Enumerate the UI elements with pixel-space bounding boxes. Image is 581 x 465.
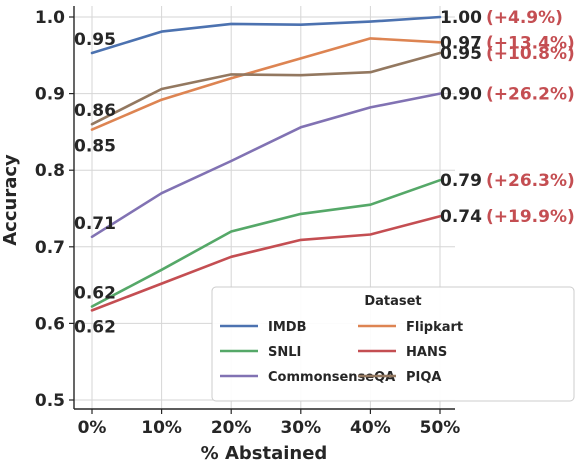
- gain-label-piqa: (+10.8%): [486, 44, 575, 64]
- start-label-imdb: 0.95: [74, 30, 116, 50]
- x-tick-label: 50%: [420, 418, 461, 438]
- end-label-snli: 0.79: [440, 171, 482, 191]
- axes: [73, 6, 455, 410]
- y-tick-label: 0.6: [35, 314, 65, 334]
- legend-label-imdb: IMDB: [268, 320, 306, 335]
- end-label-flipkart: 0.97: [440, 33, 482, 53]
- x-tick-label: 20%: [211, 418, 252, 438]
- y-tick-label: 0.5: [35, 391, 65, 411]
- x-tick-label: 30%: [280, 418, 321, 438]
- x-ticks: 0% 10% 20% 30% 40% 50%: [78, 409, 461, 438]
- end-label-imdb: 1.00: [440, 8, 482, 28]
- series-line-commonsenseqa: [90, 92, 442, 239]
- series-line-snli: [90, 178, 442, 308]
- end-label-hans: 0.74: [440, 207, 482, 227]
- x-tick-label: 10%: [141, 418, 182, 438]
- legend-label-snli: SNLI: [268, 345, 301, 360]
- y-tick-label: 0.8: [35, 161, 65, 181]
- series-line-imdb: [90, 15, 442, 55]
- series-line-piqa: [90, 51, 442, 126]
- start-label-piqa: 0.86: [74, 101, 116, 121]
- legend-title: Dataset: [364, 294, 421, 309]
- x-tick-label: 40%: [350, 418, 391, 438]
- series-line-hans: [90, 214, 442, 312]
- y-tick-label: 0.7: [35, 238, 65, 258]
- end-label-commonsenseqa: 0.90: [440, 85, 482, 105]
- gain-label-commonsenseqa: (+26.2%): [486, 85, 575, 105]
- y-ticks: 0.5 0.6 0.7 0.8 0.9 1.0: [35, 8, 74, 411]
- gain-label-imdb: (+4.9%): [486, 8, 563, 28]
- end-label-piqa: 0.95: [440, 44, 482, 64]
- legend-label-commonsenseqa: CommonsenseQA: [268, 370, 395, 385]
- legend-label-flipkart: Flipkart: [406, 320, 463, 335]
- start-label-commonsenseqa: 0.71: [74, 214, 116, 234]
- series-labels: 0.951.00 (+4.9%)0.850.97 (+13.4%)0.620.79(…: [74, 8, 575, 337]
- y-tick-label: 1.0: [35, 8, 65, 28]
- series-line-flipkart: [90, 37, 442, 131]
- y-tick-label: 0.9: [35, 85, 65, 105]
- legend: Dataset IMDB Flipkart SNLI HANS CommonsenseQA…: [211, 286, 575, 402]
- start-label-snli: 0.62: [74, 284, 116, 304]
- start-label-hans: 0.62: [74, 317, 116, 337]
- legend-label-piqa: PIQA: [406, 370, 441, 385]
- start-label-flipkart: 0.85: [74, 137, 116, 157]
- legend-label-hans: HANS: [406, 345, 447, 360]
- gain-label-flipkart: (+13.4%): [486, 33, 575, 53]
- legend-box: [211, 286, 575, 402]
- series-lines: [90, 15, 442, 312]
- x-tick-label: 0%: [78, 418, 107, 438]
- x-axis-title: % Abstained: [201, 443, 328, 464]
- gain-label-snli: (+26.3%): [486, 171, 575, 191]
- gain-label-hans: (+19.9%): [486, 207, 575, 227]
- y-axis-title: Accuracy: [0, 154, 21, 246]
